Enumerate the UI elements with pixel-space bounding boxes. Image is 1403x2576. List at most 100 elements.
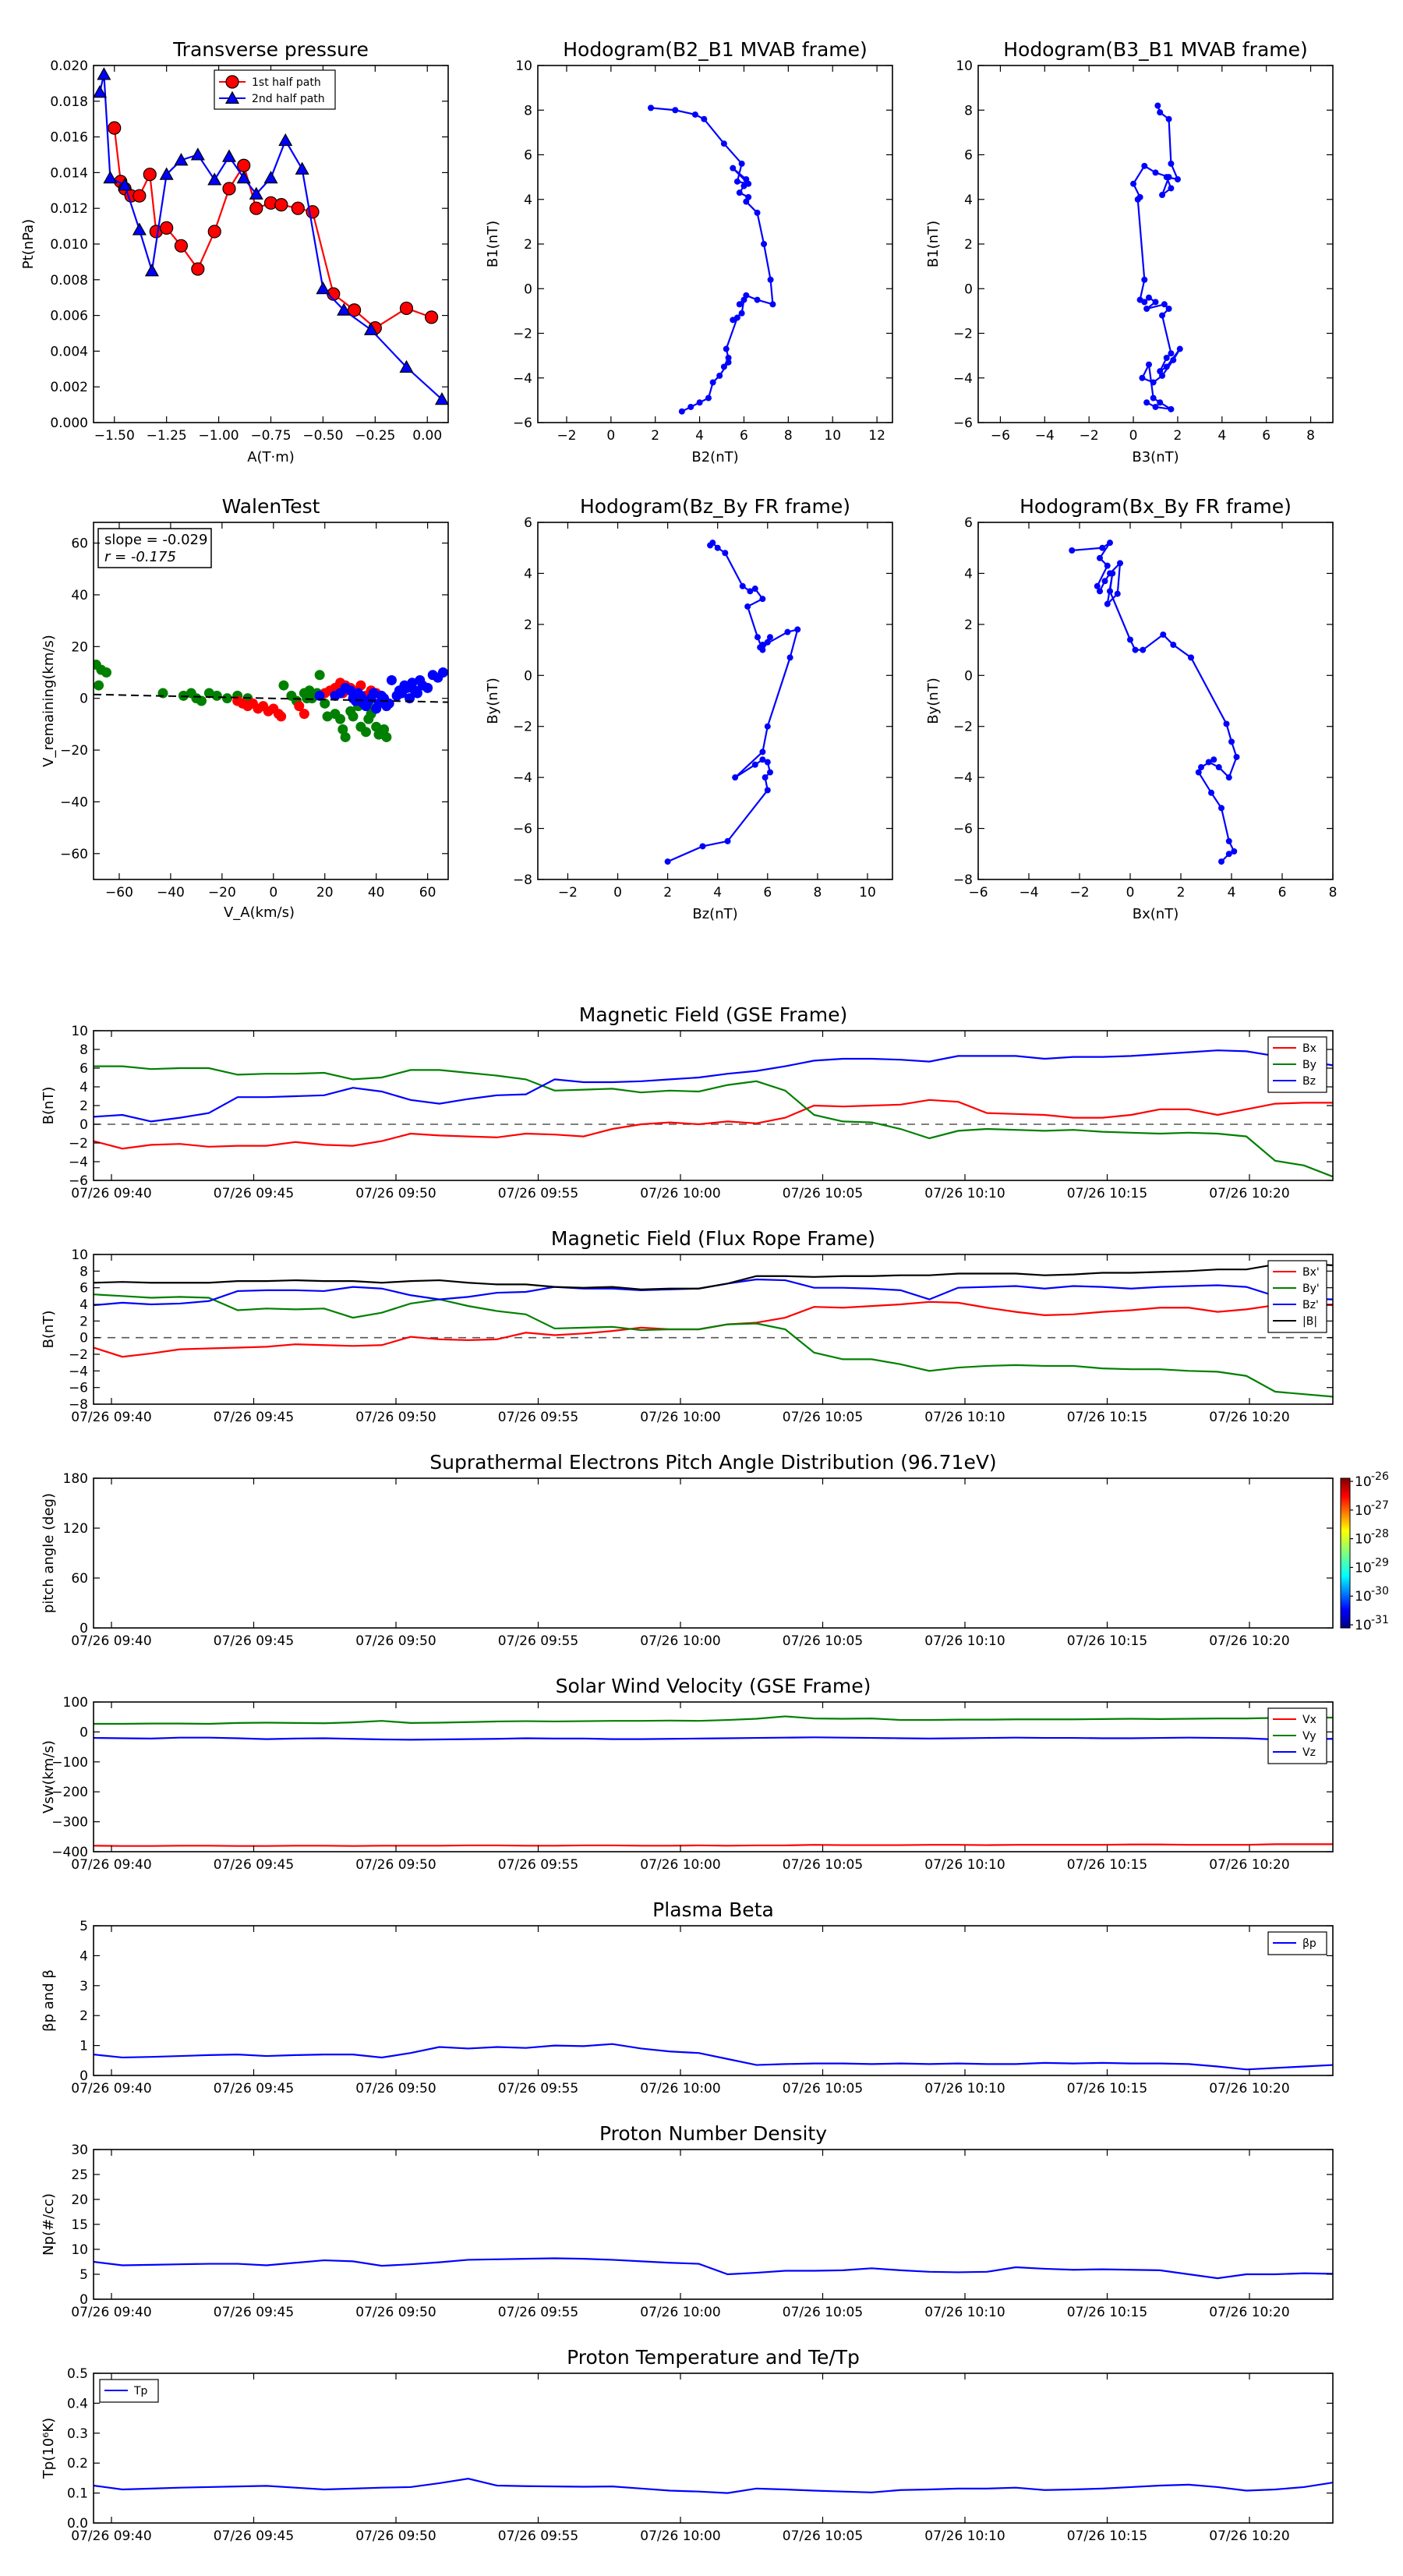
data-point — [1069, 547, 1076, 554]
data-point — [1231, 848, 1238, 855]
x-tick-label: 60 — [419, 885, 436, 901]
y-tick-label: −4 — [953, 371, 973, 387]
x-tick-label: 07/26 10:15 — [1067, 1186, 1147, 1201]
data-point — [786, 654, 793, 661]
scatter-point — [320, 698, 330, 709]
scatter-point — [322, 711, 333, 722]
y-tick-label: 0.006 — [50, 309, 88, 324]
data-point — [1143, 306, 1150, 313]
x-tick-label: 07/26 10:15 — [1067, 1410, 1147, 1425]
scatter-point — [360, 727, 371, 738]
data-point — [1150, 395, 1157, 402]
x-tick-label: 07/26 10:10 — [924, 1633, 1005, 1649]
y-tick-label: 0 — [80, 1725, 88, 1740]
data-point — [766, 634, 773, 641]
x-tick-label: −2 — [557, 428, 576, 444]
data-point — [1165, 306, 1172, 313]
chart-hodo2: Hodogram(B3_B1 MVAB frame) −6 −4 −2 0 2 4 6 8 10 −… — [925, 38, 1334, 465]
chart-title: Hodogram(Bz_By FR frame) — [580, 495, 850, 518]
y-tick-label: 30 — [71, 2143, 88, 2158]
chart-tp: Transverse pressure 0.000 0.002 0.004 0.006 0… — [20, 38, 449, 465]
y-axis-label: By(nT) — [925, 678, 942, 724]
x-tick-label: 07/26 09:50 — [355, 1410, 436, 1425]
y-tick-label: 8 — [80, 1042, 88, 1058]
scatter-point — [294, 701, 305, 712]
legend-box — [99, 2379, 159, 2403]
x-tick-label: 07/26 09:40 — [71, 1633, 151, 1649]
y-tick-label: −6 — [513, 822, 532, 837]
data-point — [733, 314, 740, 321]
scatter-point — [407, 678, 418, 688]
data-point — [738, 160, 745, 167]
y-tick-label: 0 — [964, 281, 973, 297]
chart-hodo3: Hodogram(Bz_By FR frame) −8 −6 −4 −2 0 2 4 6 −2 0 2… — [485, 495, 893, 922]
colorbar-tick-exponent: -27 — [1371, 1499, 1389, 1512]
data-point — [739, 582, 746, 589]
data-point — [1150, 379, 1157, 386]
x-tick-label: 6 — [1262, 428, 1270, 444]
series-line — [94, 1262, 1333, 1290]
data-point — [699, 843, 706, 850]
scatter-point — [337, 724, 348, 735]
y-tick-label: 10 — [956, 58, 973, 74]
x-tick-label: 07/26 10:00 — [640, 1857, 720, 1873]
x-tick-label: 07/26 09:45 — [214, 2528, 294, 2544]
y-tick-label: 4 — [524, 193, 532, 208]
data-point — [743, 175, 750, 182]
data-point — [720, 363, 727, 370]
data-point — [738, 310, 745, 317]
y-tick-label: 0.018 — [50, 94, 88, 110]
x-tick-label: −40 — [157, 885, 185, 901]
x-tick-label: 6 — [763, 885, 772, 901]
scatter-point — [437, 667, 448, 678]
data-point — [222, 182, 236, 196]
x-tick-label: −1.00 — [199, 428, 239, 444]
data-point — [399, 359, 414, 373]
x-axis-label: Bz(nT) — [692, 906, 737, 922]
series-line — [94, 1278, 1333, 1307]
data-point — [794, 626, 801, 633]
chart-title: Suprathermal Electrons Pitch Angle Distr… — [429, 1451, 996, 1474]
data-point — [1168, 185, 1175, 192]
data-point — [687, 403, 694, 410]
y-tick-label: 0 — [524, 281, 532, 297]
y-tick-label: 4 — [524, 566, 532, 582]
x-tick-label: −6 — [968, 885, 988, 901]
y-tick-label: −2 — [69, 1136, 88, 1152]
data-point — [725, 354, 732, 361]
annotation-r: r = -0.175 — [104, 549, 176, 565]
y-tick-label: 0.1 — [67, 2486, 88, 2502]
series-line — [94, 1736, 1333, 1741]
legend-label: Bz — [1302, 1075, 1316, 1088]
x-axis-label: V_A(km/s) — [224, 904, 295, 921]
y-tick-label: 0.016 — [50, 130, 88, 146]
legend-label: Tp — [133, 2385, 148, 2397]
y-tick-label: 10 — [515, 58, 532, 74]
x-tick-label: 07/26 10:00 — [640, 2305, 720, 2320]
y-tick-label: −300 — [51, 1815, 88, 1831]
y-tick-label: 20 — [71, 2192, 88, 2208]
x-tick-label: 07/26 10:20 — [1209, 1186, 1289, 1201]
data-point — [740, 182, 747, 189]
x-tick-label: 07/26 10:15 — [1067, 1857, 1147, 1873]
x-tick-label: 2 — [1177, 885, 1186, 901]
x-tick-label: 07/26 10:15 — [1067, 2528, 1147, 2544]
data-point — [97, 67, 111, 80]
data-point — [118, 178, 133, 191]
data-point — [1097, 588, 1103, 595]
x-tick-label: 07/26 10:05 — [783, 1857, 863, 1873]
plot-frame — [93, 2373, 1334, 2524]
data-point — [1157, 109, 1164, 116]
data-point — [1141, 276, 1148, 283]
chart-title: Proton Number Density — [599, 2122, 827, 2145]
y-tick-label: −8 — [513, 872, 532, 888]
data-point — [733, 178, 740, 185]
data-point — [784, 628, 791, 635]
x-tick-label: 07/26 10:00 — [640, 1633, 720, 1649]
y-axis-label: Pt(nPa) — [20, 219, 37, 269]
data-point — [740, 296, 747, 303]
data-point — [1225, 837, 1232, 844]
data-point — [159, 167, 174, 180]
scatter-point — [340, 731, 351, 742]
